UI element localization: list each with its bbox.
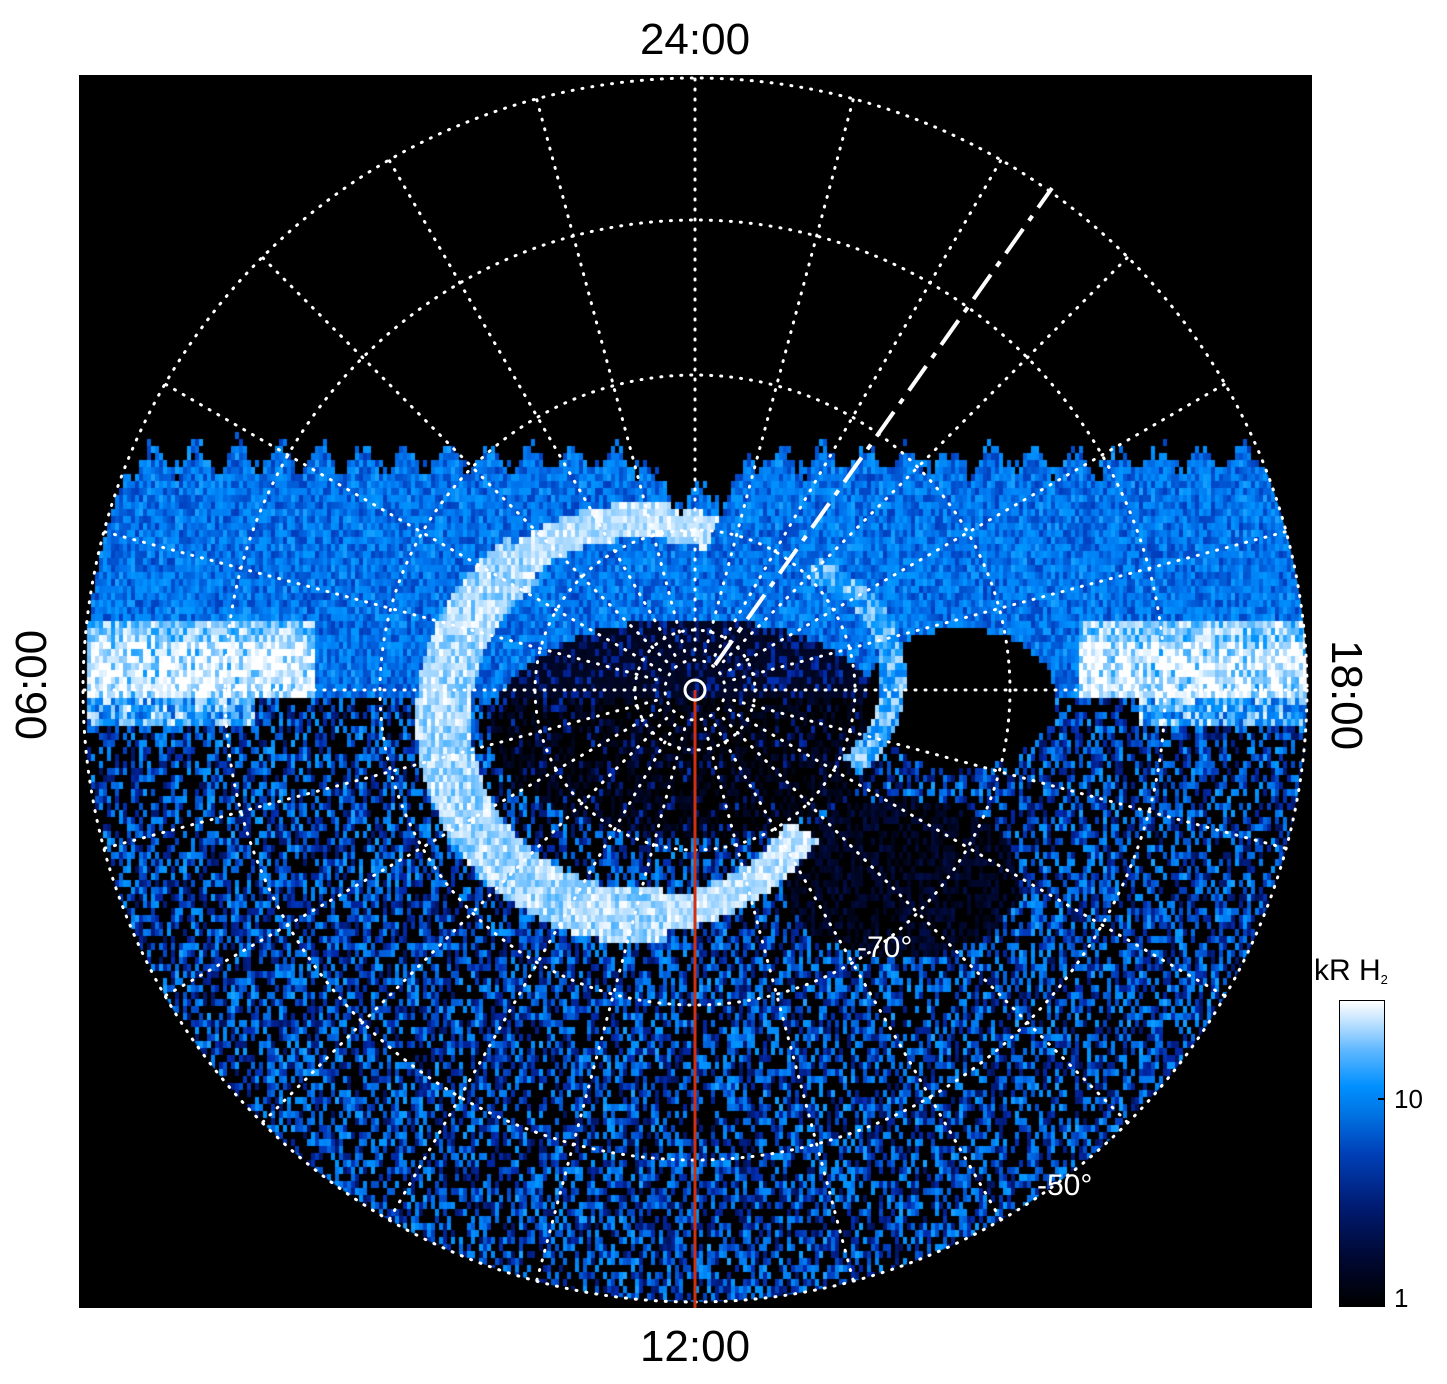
meridian-line	[260, 255, 669, 664]
meridian-line	[713, 723, 1003, 1222]
meridian-line	[728, 382, 1227, 672]
meridian-line	[387, 158, 677, 657]
latitude-label-70: -70°	[857, 931, 912, 964]
meridian-line	[387, 723, 677, 1222]
pole-marker	[683, 678, 707, 702]
meridian-line	[703, 97, 855, 653]
meridian-line	[163, 708, 662, 998]
meridian-line	[728, 708, 1227, 998]
local-time-label-right: 18:00	[1322, 640, 1371, 751]
meridian-line	[102, 530, 658, 682]
meridian-line	[535, 727, 687, 1283]
meridian-line	[732, 698, 1288, 850]
meridian-line	[713, 158, 1003, 657]
colorbar	[1339, 1000, 1385, 1307]
meridian-line	[721, 716, 1130, 1125]
latitude-ring-70	[378, 373, 1012, 1007]
local-time-label-left: 06:00	[7, 629, 56, 740]
colorbar-tick-10	[1378, 1098, 1385, 1100]
latitude-label-50: -50°	[1037, 1169, 1092, 1202]
polar-aurora-plot: -70° -50°	[79, 75, 1312, 1308]
meridian-line	[721, 255, 1130, 664]
local-time-label-top: 24:00	[639, 15, 751, 64]
colorbar-label: kR H	[1314, 954, 1381, 987]
latitude-ring-87	[663, 658, 727, 722]
meridian-line	[260, 716, 669, 1125]
meridian-line	[703, 727, 855, 1283]
grid-overlay: -70° -50°	[81, 76, 1309, 1308]
meridian-line	[732, 530, 1288, 682]
meridian-line	[102, 698, 658, 850]
meridian-line	[163, 382, 662, 672]
dashed-reference-line	[713, 186, 1054, 667]
colorbar-tick-label-10: 10	[1394, 1084, 1423, 1114]
local-time-label-bottom: 12:00	[639, 1322, 751, 1371]
colorbar-title: kR H2	[1314, 954, 1388, 988]
colorbar-label-subscript: 2	[1380, 972, 1388, 987]
colorbar-tick-label-1: 1	[1394, 1283, 1409, 1313]
meridian-line	[535, 97, 687, 653]
